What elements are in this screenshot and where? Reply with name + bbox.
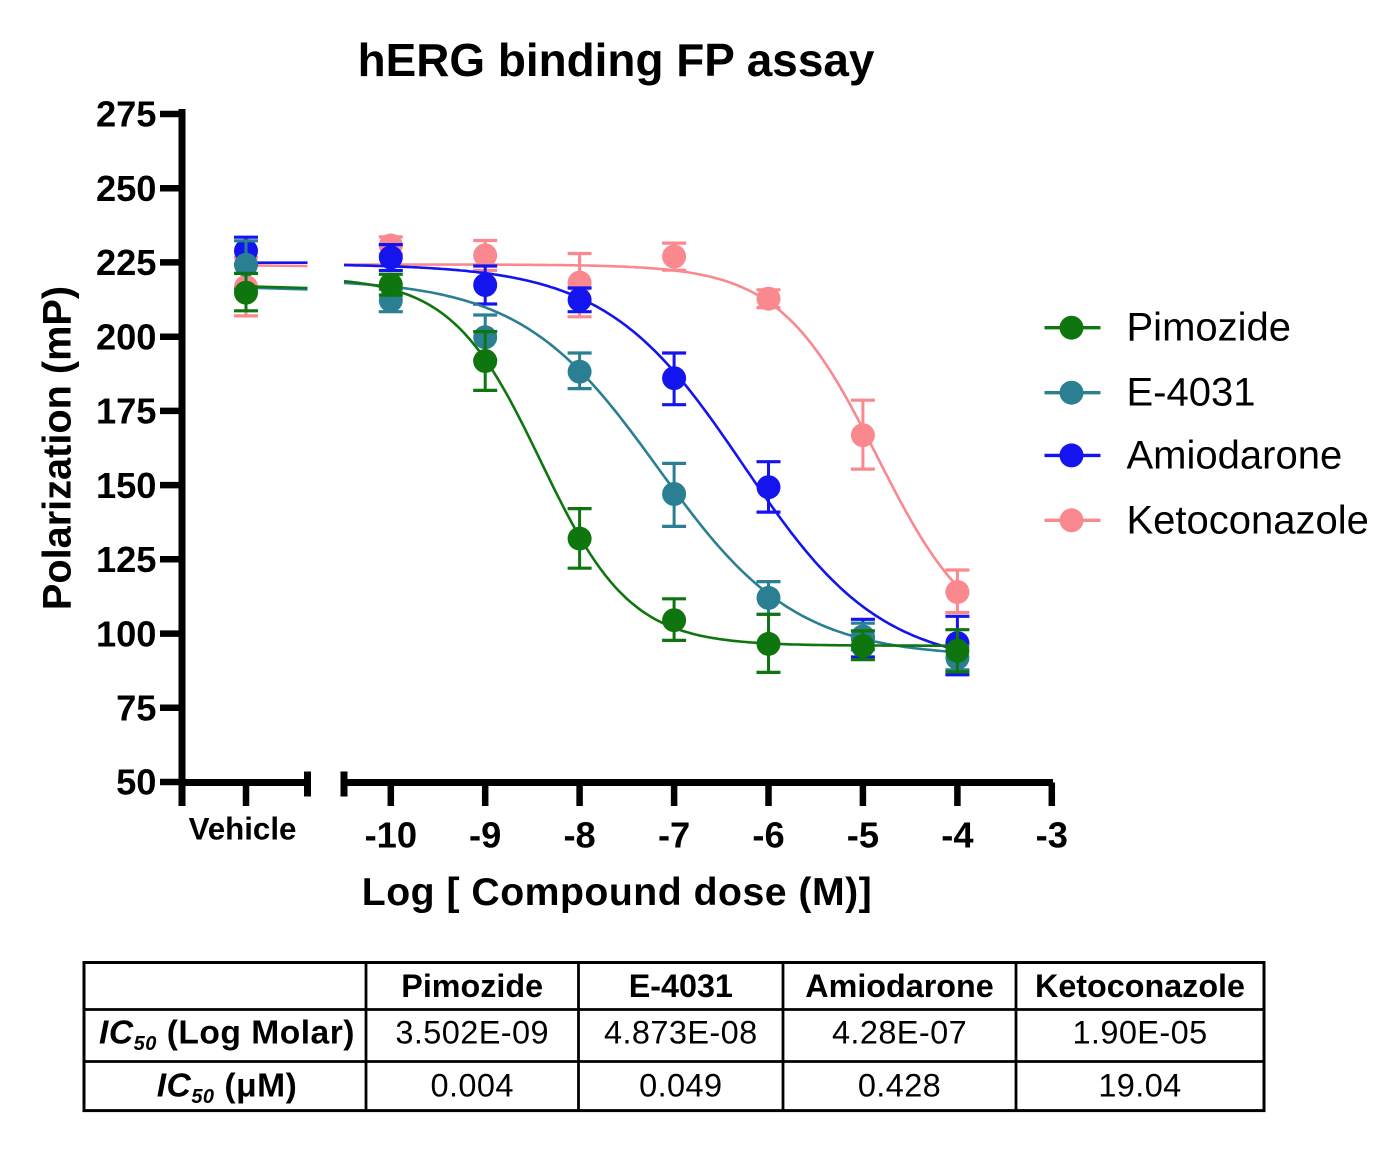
svg-text:-9: -9 bbox=[469, 815, 501, 856]
svg-text:200: 200 bbox=[96, 316, 157, 357]
svg-text:hERG binding FP assay: hERG binding FP assay bbox=[358, 34, 875, 86]
svg-text:Pimozide: Pimozide bbox=[1127, 306, 1292, 350]
svg-text:Amiodarone: Amiodarone bbox=[805, 968, 993, 1004]
svg-text:-10: -10 bbox=[365, 815, 417, 856]
svg-text:19.04: 19.04 bbox=[1098, 1068, 1181, 1104]
svg-text:-4: -4 bbox=[941, 815, 973, 856]
svg-text:275: 275 bbox=[96, 94, 157, 135]
svg-text:4.28E-07: 4.28E-07 bbox=[832, 1015, 967, 1051]
svg-text:-5: -5 bbox=[847, 815, 879, 856]
svg-text:Vehicle: Vehicle bbox=[189, 812, 297, 847]
svg-text:250: 250 bbox=[96, 168, 157, 209]
svg-text:-6: -6 bbox=[752, 815, 784, 856]
svg-text:50: 50 bbox=[116, 762, 156, 803]
svg-text:Ketoconazole: Ketoconazole bbox=[1127, 498, 1369, 542]
svg-text:IC50 (μM): IC50 (μM) bbox=[157, 1068, 298, 1109]
svg-text:125: 125 bbox=[96, 539, 157, 580]
svg-text:175: 175 bbox=[96, 391, 157, 432]
svg-text:-7: -7 bbox=[658, 815, 690, 856]
svg-text:1.90E-05: 1.90E-05 bbox=[1072, 1015, 1207, 1051]
svg-text:Polarization (mP): Polarization (mP) bbox=[35, 286, 79, 610]
svg-text:0.428: 0.428 bbox=[858, 1068, 941, 1104]
svg-text:75: 75 bbox=[116, 688, 156, 729]
svg-text:Amiodarone: Amiodarone bbox=[1127, 433, 1343, 477]
svg-text:IC50 (Log Molar): IC50 (Log Molar) bbox=[99, 1015, 355, 1056]
svg-text:E-4031: E-4031 bbox=[1127, 371, 1256, 415]
svg-text:3.502E-09: 3.502E-09 bbox=[395, 1015, 549, 1051]
svg-text:150: 150 bbox=[96, 465, 157, 506]
svg-text:Log [ Compound dose (M)]: Log [ Compound dose (M)] bbox=[362, 871, 872, 914]
svg-text:100: 100 bbox=[96, 613, 157, 654]
svg-text:0.049: 0.049 bbox=[639, 1068, 722, 1104]
svg-text:E-4031: E-4031 bbox=[629, 968, 733, 1004]
svg-text:4.873E-08: 4.873E-08 bbox=[604, 1015, 758, 1051]
svg-text:0.004: 0.004 bbox=[431, 1068, 514, 1104]
svg-text:Ketoconazole: Ketoconazole bbox=[1035, 968, 1245, 1004]
svg-text:-8: -8 bbox=[563, 815, 595, 856]
svg-text:225: 225 bbox=[96, 242, 157, 283]
svg-text:-3: -3 bbox=[1036, 815, 1068, 856]
svg-text:Pimozide: Pimozide bbox=[401, 968, 543, 1004]
